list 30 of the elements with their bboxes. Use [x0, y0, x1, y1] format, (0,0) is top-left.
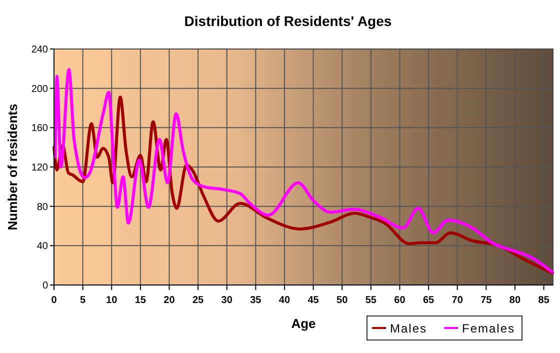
y-tick-label: 200: [31, 84, 48, 95]
x-tick-label: 50: [336, 295, 348, 306]
y-tick-label: 80: [36, 202, 48, 213]
legend-label: Males: [390, 322, 428, 336]
x-tick-label: 45: [308, 295, 320, 306]
x-tick-label: 5: [80, 295, 86, 306]
x-tick-label: 35: [250, 295, 262, 306]
x-tick-label: 0: [51, 295, 58, 306]
x-tick-label: 25: [192, 295, 204, 306]
y-tick-label: 240: [31, 44, 48, 56]
y-tick-label: 0: [42, 280, 48, 292]
y-tick-label: 120: [31, 162, 48, 174]
chart-title: Distribution of Residents' Ages: [184, 13, 392, 29]
x-tick-label: 55: [365, 295, 377, 306]
legend-label: Females: [462, 322, 516, 336]
x-tick-label: 70: [452, 295, 464, 306]
x-tick-label: 30: [221, 295, 233, 306]
x-tick-label: 10: [106, 295, 118, 306]
y-axis-title: Number of residents: [5, 104, 20, 230]
x-tick-label: 85: [538, 295, 550, 306]
x-axis-title: Age: [291, 316, 316, 331]
x-tick-label: 15: [134, 295, 146, 306]
x-tick-label: 80: [509, 295, 521, 306]
x-tick-label: 20: [164, 295, 176, 306]
x-tick-label: 75: [480, 295, 492, 306]
x-tick-label: 40: [278, 295, 290, 306]
x-tick-label: 60: [394, 295, 406, 306]
y-tick-label: 160: [31, 123, 48, 134]
x-tick-label: 65: [422, 295, 435, 306]
y-tick-label: 40: [36, 241, 48, 252]
